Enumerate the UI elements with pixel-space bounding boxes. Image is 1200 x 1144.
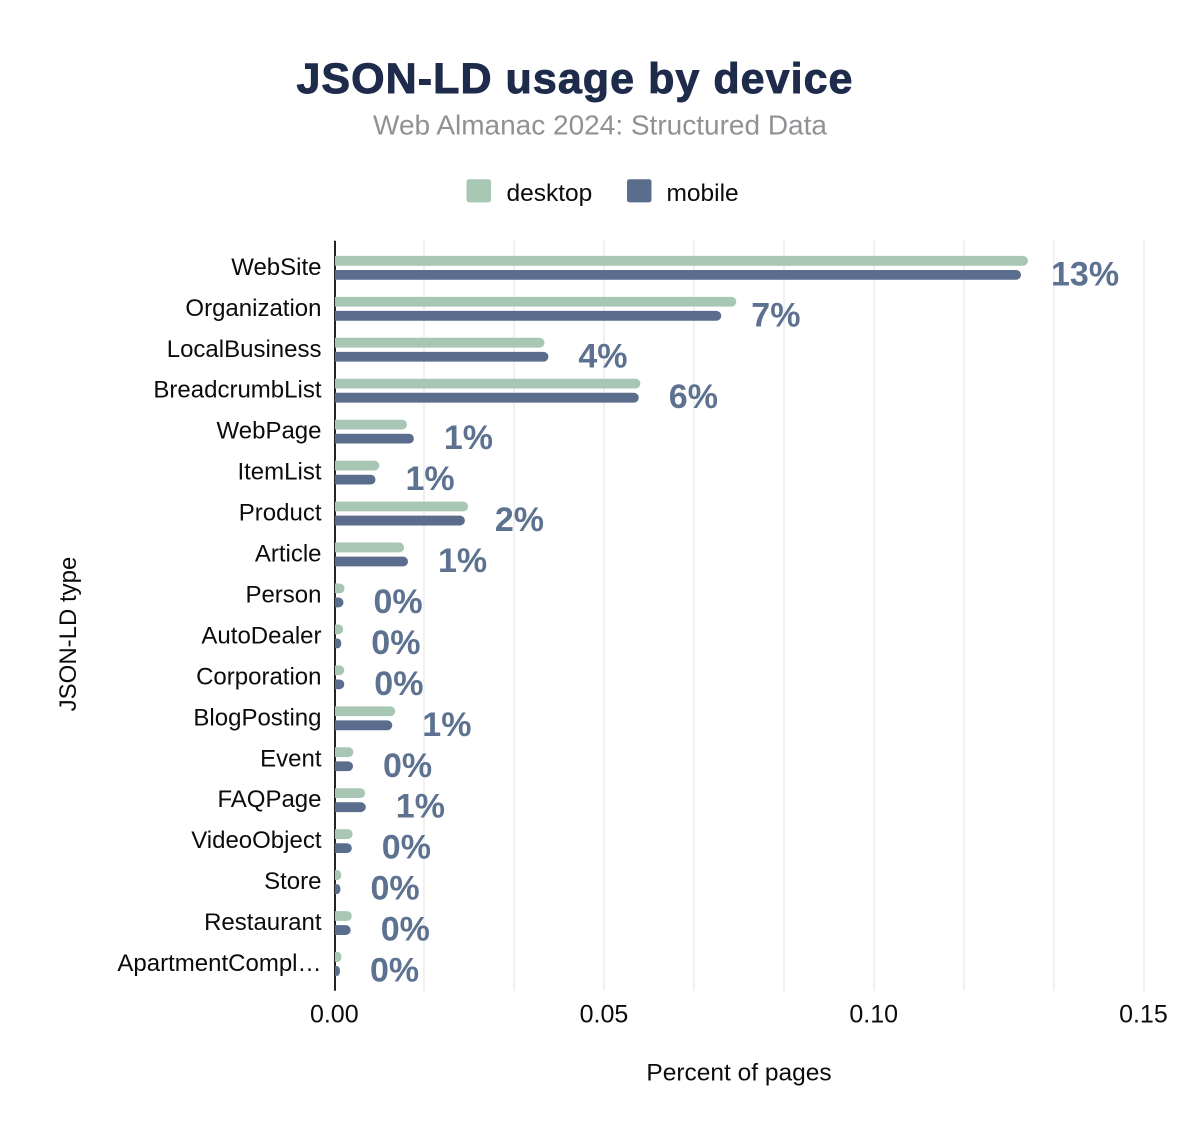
svg-text:0%: 0%: [381, 911, 430, 949]
svg-text:desktop: desktop: [507, 180, 593, 207]
svg-text:1%: 1%: [444, 419, 493, 457]
svg-text:Event: Event: [260, 745, 322, 772]
svg-text:0%: 0%: [374, 665, 423, 703]
svg-text:AutoDealer: AutoDealer: [201, 622, 321, 649]
svg-text:0.00: 0.00: [310, 1001, 359, 1029]
svg-text:2%: 2%: [495, 501, 544, 539]
svg-text:7%: 7%: [751, 296, 800, 334]
svg-text:1%: 1%: [396, 788, 445, 826]
svg-text:BlogPosting: BlogPosting: [193, 704, 321, 731]
svg-text:0%: 0%: [374, 583, 423, 621]
svg-text:VideoObject: VideoObject: [191, 827, 322, 854]
svg-text:1%: 1%: [422, 706, 471, 744]
svg-text:1%: 1%: [406, 460, 455, 498]
svg-text:FAQPage: FAQPage: [217, 786, 321, 813]
svg-text:JSON-LD type: JSON-LD type: [55, 557, 82, 712]
svg-text:0%: 0%: [371, 624, 420, 662]
svg-text:4%: 4%: [578, 337, 627, 375]
svg-text:0%: 0%: [370, 952, 419, 990]
svg-text:Product: Product: [239, 500, 322, 527]
svg-text:Organization: Organization: [185, 295, 321, 322]
svg-text:Restaurant: Restaurant: [204, 909, 322, 936]
svg-text:BreadcrumbList: BreadcrumbList: [153, 377, 321, 404]
svg-text:13%: 13%: [1051, 255, 1119, 293]
svg-text:6%: 6%: [669, 378, 718, 416]
svg-text:1%: 1%: [438, 542, 487, 580]
svg-text:0.15: 0.15: [1119, 1001, 1168, 1029]
svg-text:JSON-LD usage by device: JSON-LD usage by device: [296, 55, 853, 103]
svg-text:LocalBusiness: LocalBusiness: [167, 336, 322, 363]
svg-text:Person: Person: [245, 581, 321, 608]
svg-text:mobile: mobile: [667, 180, 739, 207]
svg-text:ItemList: ItemList: [237, 459, 321, 486]
svg-text:0.05: 0.05: [580, 1001, 629, 1029]
svg-text:Article: Article: [255, 541, 322, 568]
svg-text:0%: 0%: [371, 870, 420, 908]
svg-text:Web Almanac 2024: Structured D: Web Almanac 2024: Structured Data: [373, 110, 827, 141]
svg-text:WebPage: WebPage: [217, 418, 322, 445]
svg-text:0.10: 0.10: [849, 1001, 898, 1029]
svg-text:WebSite: WebSite: [231, 254, 321, 281]
svg-text:Store: Store: [264, 868, 321, 895]
svg-text:Corporation: Corporation: [196, 663, 321, 690]
svg-text:0%: 0%: [383, 747, 432, 785]
svg-text:ApartmentCompl…: ApartmentCompl…: [117, 950, 321, 977]
svg-text:0%: 0%: [382, 829, 431, 867]
svg-text:Percent of pages: Percent of pages: [646, 1060, 831, 1087]
